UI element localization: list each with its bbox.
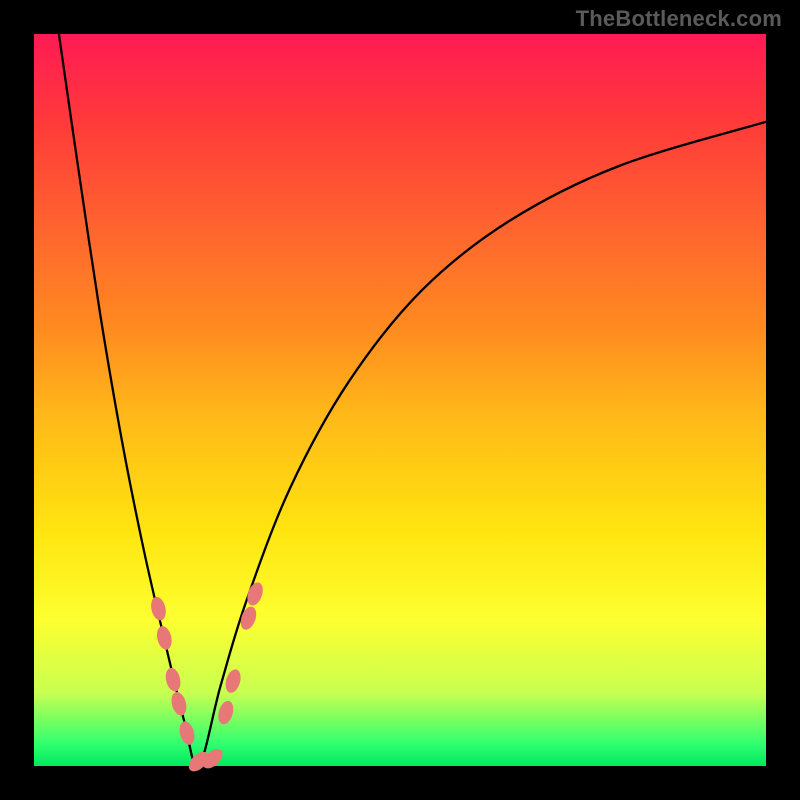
data-marker [149, 595, 168, 622]
chart-svg [0, 0, 800, 800]
data-marker [177, 720, 197, 747]
chart-frame: TheBottleneck.com [0, 0, 800, 800]
data-marker [155, 625, 174, 652]
data-marker [216, 699, 236, 726]
data-marker [169, 690, 189, 717]
bottleneck-curve [59, 34, 766, 767]
data-marker [164, 666, 183, 693]
data-marker [223, 668, 243, 695]
